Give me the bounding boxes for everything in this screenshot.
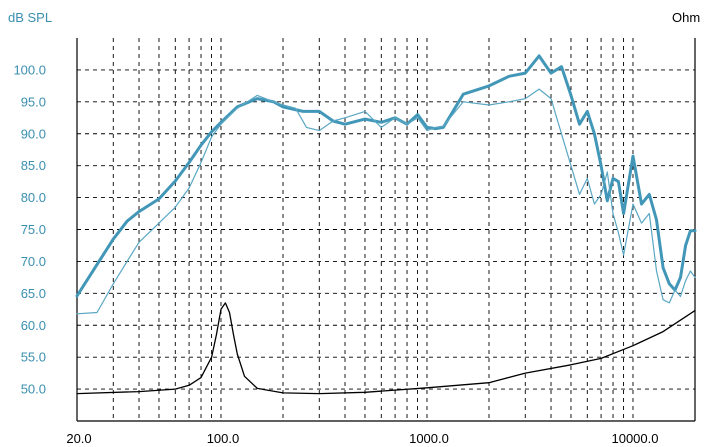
- y-tick-label: 65.0: [21, 286, 46, 301]
- x-tick-label: 1000.0: [409, 431, 449, 446]
- y-tick-label: 50.0: [21, 382, 46, 397]
- axes: [76, 38, 696, 422]
- y-tick-label: 100.0: [13, 62, 46, 77]
- impedance-series-line: [76, 302, 696, 395]
- x-tick-label: 20.0: [66, 431, 91, 446]
- y-tick-label: 70.0: [21, 254, 46, 269]
- tick-labels: 100.0 95.0 90.0 85.0 80.0 75.0 70.0 65.0 60.0 55.…: [13, 62, 658, 446]
- y-tick-label: 55.0: [21, 350, 46, 365]
- thick-series-line: [75, 54, 697, 298]
- right-axis-unit-label: Ohm: [672, 10, 700, 25]
- left-axis-unit-label: dB SPL: [8, 10, 52, 25]
- thin-series-line: [76, 88, 696, 315]
- x-tick-label: 100.0: [207, 431, 240, 446]
- x-tick-label: 10000.0: [611, 431, 658, 446]
- grid: [77, 38, 695, 421]
- y-tick-label: 85.0: [21, 158, 46, 173]
- y-tick-label: 75.0: [21, 222, 46, 237]
- series: [75, 54, 697, 395]
- y-tick-label: 80.0: [21, 190, 46, 205]
- y-tick-label: 90.0: [21, 126, 46, 141]
- y-tick-label: 95.0: [21, 94, 46, 109]
- y-tick-label: 60.0: [21, 318, 46, 333]
